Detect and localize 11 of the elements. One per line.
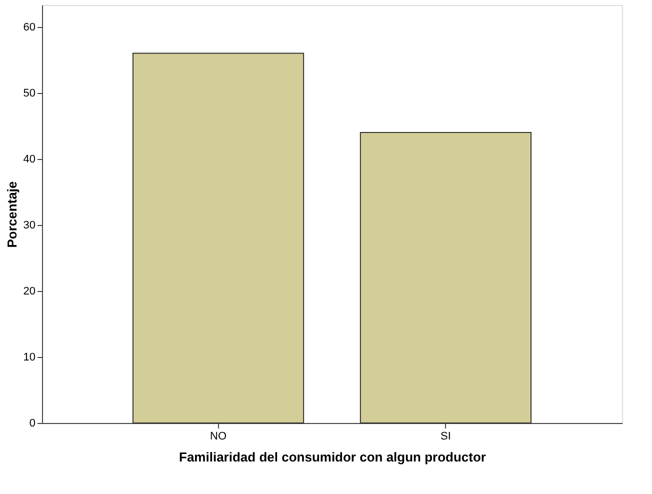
y-tick-label: 50 xyxy=(23,87,36,100)
y-axis-title: Porcentaje xyxy=(4,181,20,248)
y-tick-label: 20 xyxy=(23,285,36,298)
y-tick-label: 40 xyxy=(23,153,36,166)
y-tick-label: 30 xyxy=(23,219,36,232)
y-tick-label: 10 xyxy=(23,351,36,364)
y-tick-label: 0 xyxy=(29,418,36,430)
y-tick-label: 60 xyxy=(23,21,36,34)
x-axis-title: Familiaridad del consumidor con algun productor xyxy=(179,450,486,464)
x-tick-label: SI xyxy=(440,430,451,442)
x-tick-label: NO xyxy=(210,430,227,442)
